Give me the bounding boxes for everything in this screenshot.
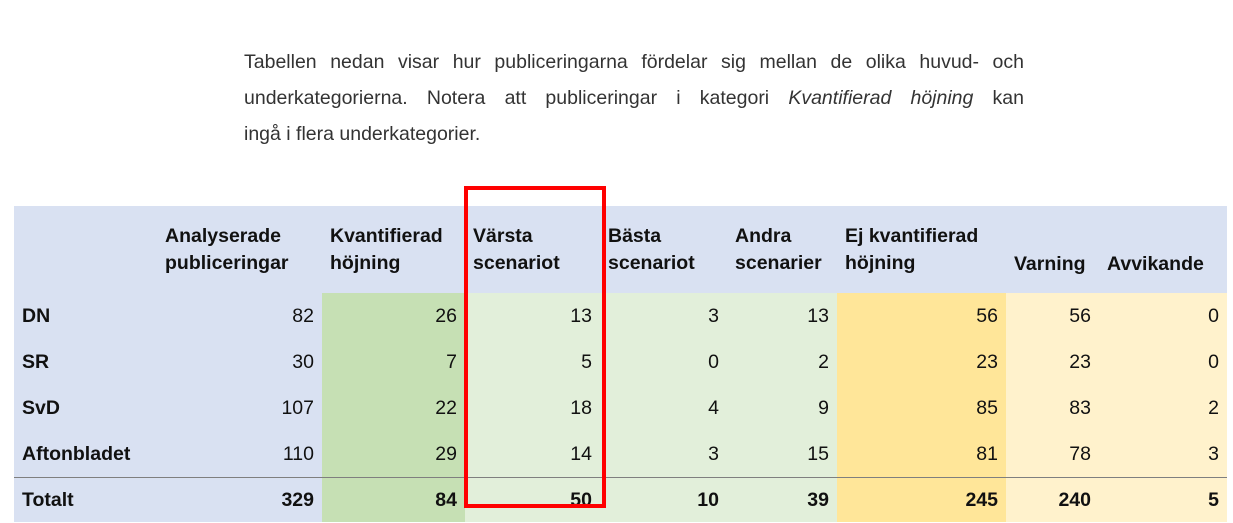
intro-paragraph: Tabellen nedan visar hur publiceringarna… — [244, 44, 1024, 152]
cell-analyserade: 30 — [157, 339, 322, 385]
header-basta: Bästa scenariot — [600, 206, 727, 293]
cell-ej-kvantifierad: 23 — [837, 339, 1006, 385]
intro-emphasis: Kvantifierad höjning — [788, 87, 974, 109]
table-row: SR 30 7 5 0 2 23 23 0 — [14, 339, 1227, 385]
cell-varsta: 14 — [465, 431, 600, 478]
total-basta: 10 — [600, 477, 727, 522]
total-label: Totalt — [14, 477, 157, 522]
row-label: SvD — [14, 385, 157, 431]
intro-line-2-start: underkategorierna. Notera att publicerin… — [244, 87, 789, 109]
table-row: Aftonbladet 110 29 14 3 15 81 78 3 — [14, 431, 1227, 478]
total-varsta: 50 — [465, 477, 600, 522]
total-ej-kvantifierad: 245 — [837, 477, 1006, 522]
cell-ej-kvantifierad: 85 — [837, 385, 1006, 431]
cell-avvikande: 3 — [1099, 431, 1227, 478]
header-kvantifierad: Kvantifierad höjning — [322, 206, 465, 293]
total-analyserade: 329 — [157, 477, 322, 522]
total-avvikande: 5 — [1099, 477, 1227, 522]
cell-analyserade: 107 — [157, 385, 322, 431]
header-avvikande: Avvikande — [1099, 206, 1227, 293]
cell-andra: 9 — [727, 385, 837, 431]
cell-varsta: 18 — [465, 385, 600, 431]
cell-basta: 3 — [600, 431, 727, 478]
cell-kvantifierad: 29 — [322, 431, 465, 478]
header-varsta: Värsta scenariot — [465, 206, 600, 293]
cell-andra: 2 — [727, 339, 837, 385]
intro-line-2-end: kan — [973, 87, 1024, 109]
cell-analyserade: 82 — [157, 293, 322, 339]
row-label: DN — [14, 293, 157, 339]
total-varning: 240 — [1006, 477, 1099, 522]
cell-ej-kvantifierad: 56 — [837, 293, 1006, 339]
cell-avvikande: 0 — [1099, 293, 1227, 339]
table-header-row: Analyserade publiceringar Kvantifierad höj… — [14, 206, 1227, 293]
cell-varning: 56 — [1006, 293, 1099, 339]
intro-line-3: ingå i flera underkategorier. — [244, 123, 481, 145]
publication-table: Analyserade publiceringar Kvantifierad höj… — [14, 206, 1227, 522]
cell-kvantifierad: 7 — [322, 339, 465, 385]
intro-line-1: Tabellen nedan visar hur publiceringarna… — [244, 51, 1024, 73]
header-andra: Andra scenarier — [727, 206, 837, 293]
cell-andra: 15 — [727, 431, 837, 478]
row-label: SR — [14, 339, 157, 385]
table-total-row: Totalt 329 84 50 10 39 245 240 5 — [14, 477, 1227, 522]
cell-varsta: 5 — [465, 339, 600, 385]
header-ej-kvantifierad: Ej kvantifierad höjning — [837, 206, 1006, 293]
cell-basta: 0 — [600, 339, 727, 385]
total-andra: 39 — [727, 477, 837, 522]
cell-avvikande: 0 — [1099, 339, 1227, 385]
row-label: Aftonbladet — [14, 431, 157, 478]
header-label-empty — [14, 206, 157, 293]
cell-kvantifierad: 22 — [322, 385, 465, 431]
table-row: DN 82 26 13 3 13 56 56 0 — [14, 293, 1227, 339]
cell-andra: 13 — [727, 293, 837, 339]
cell-varning: 83 — [1006, 385, 1099, 431]
header-varning: Varning — [1006, 206, 1099, 293]
cell-ej-kvantifierad: 81 — [837, 431, 1006, 478]
cell-varsta: 13 — [465, 293, 600, 339]
cell-analyserade: 110 — [157, 431, 322, 478]
table-row: SvD 107 22 18 4 9 85 83 2 — [14, 385, 1227, 431]
cell-kvantifierad: 26 — [322, 293, 465, 339]
cell-varning: 23 — [1006, 339, 1099, 385]
cell-basta: 3 — [600, 293, 727, 339]
cell-avvikande: 2 — [1099, 385, 1227, 431]
cell-varning: 78 — [1006, 431, 1099, 478]
total-kvantifierad: 84 — [322, 477, 465, 522]
intro-line-2: underkategorierna. Notera att publicerin… — [244, 80, 1024, 116]
header-analyserade: Analyserade publiceringar — [157, 206, 322, 293]
cell-basta: 4 — [600, 385, 727, 431]
